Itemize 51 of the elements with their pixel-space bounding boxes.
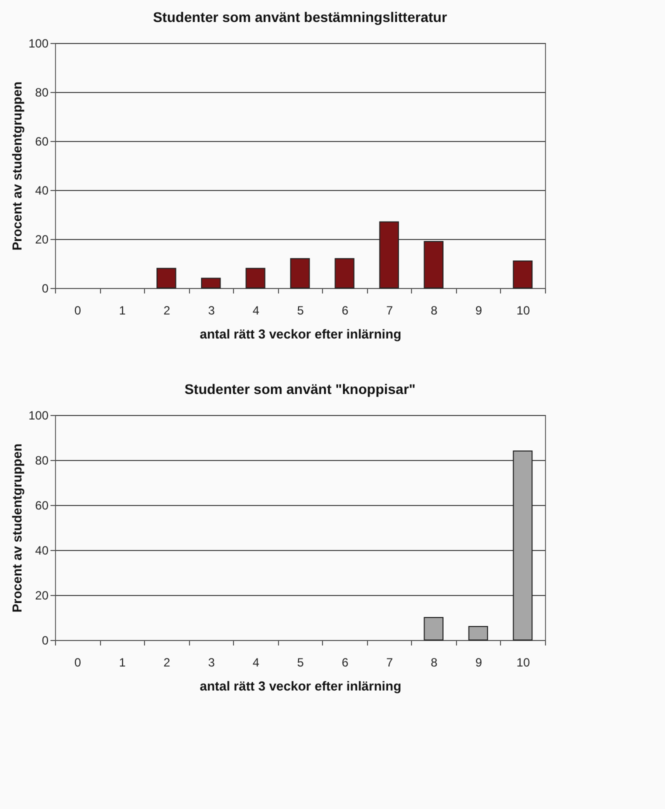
bar (424, 240, 444, 288)
x-tick-label: 0 (74, 304, 82, 318)
x-tick-label: 8 (430, 656, 438, 670)
x-tick-label: 6 (342, 656, 349, 670)
bar (424, 617, 444, 640)
x-tick-label: 1 (118, 656, 126, 670)
x-tick-label: 4 (252, 304, 260, 318)
x-tick-label: 3 (208, 304, 216, 318)
y-tick-label: 0 (42, 634, 49, 648)
y-tick-label: 80 (35, 454, 49, 468)
chart-title: Studenter som använt "knoppisar" (184, 381, 416, 397)
bar (246, 268, 266, 288)
y-tick-label: 40 (35, 184, 49, 198)
x-tick-label: 9 (475, 304, 482, 318)
y-tick-label: 0 (42, 282, 49, 296)
x-axis-title: antal rätt 3 veckor efter inlärning (200, 678, 402, 694)
x-tick-label: 10 (516, 304, 530, 318)
x-tick-label: 6 (342, 304, 349, 318)
bar (512, 450, 533, 640)
x-axis-title: antal rätt 3 veckor efter inlärning (200, 326, 402, 342)
bar (201, 278, 221, 288)
y-tick-label: 40 (35, 544, 49, 558)
y-tick-label: 60 (35, 134, 49, 148)
y-axis-title: Procent av studentgruppen (9, 443, 24, 613)
x-tick-label: 8 (430, 304, 438, 318)
y-tick-label: 100 (28, 408, 49, 422)
bar (290, 258, 310, 288)
y-tick-label: 80 (35, 86, 49, 100)
x-tick-label: 7 (386, 304, 394, 318)
x-tick-label: 1 (118, 304, 126, 318)
chart-title: Studenter som använt bestämningslitteratur (152, 9, 448, 25)
x-tick-label: 7 (386, 656, 394, 670)
y-tick-label: 60 (35, 498, 49, 512)
x-tick-label: 4 (252, 656, 260, 670)
bar (334, 258, 354, 288)
y-axis-title: Procent av studentgruppen (9, 81, 24, 251)
y-tick-label: 20 (35, 232, 49, 246)
bar (512, 260, 533, 288)
y-tick-label: 100 (28, 36, 49, 50)
y-tick-label: 20 (35, 588, 49, 602)
x-tick-label: 5 (297, 656, 304, 670)
x-tick-label: 9 (475, 656, 482, 670)
bar (156, 268, 176, 288)
bar (379, 221, 399, 288)
x-tick-label: 3 (208, 656, 216, 670)
bar (468, 626, 488, 640)
x-tick-label: 0 (74, 656, 82, 670)
x-tick-label: 2 (164, 304, 171, 318)
x-tick-label: 2 (164, 656, 171, 670)
x-tick-label: 5 (297, 304, 304, 318)
x-tick-label: 10 (516, 656, 530, 670)
